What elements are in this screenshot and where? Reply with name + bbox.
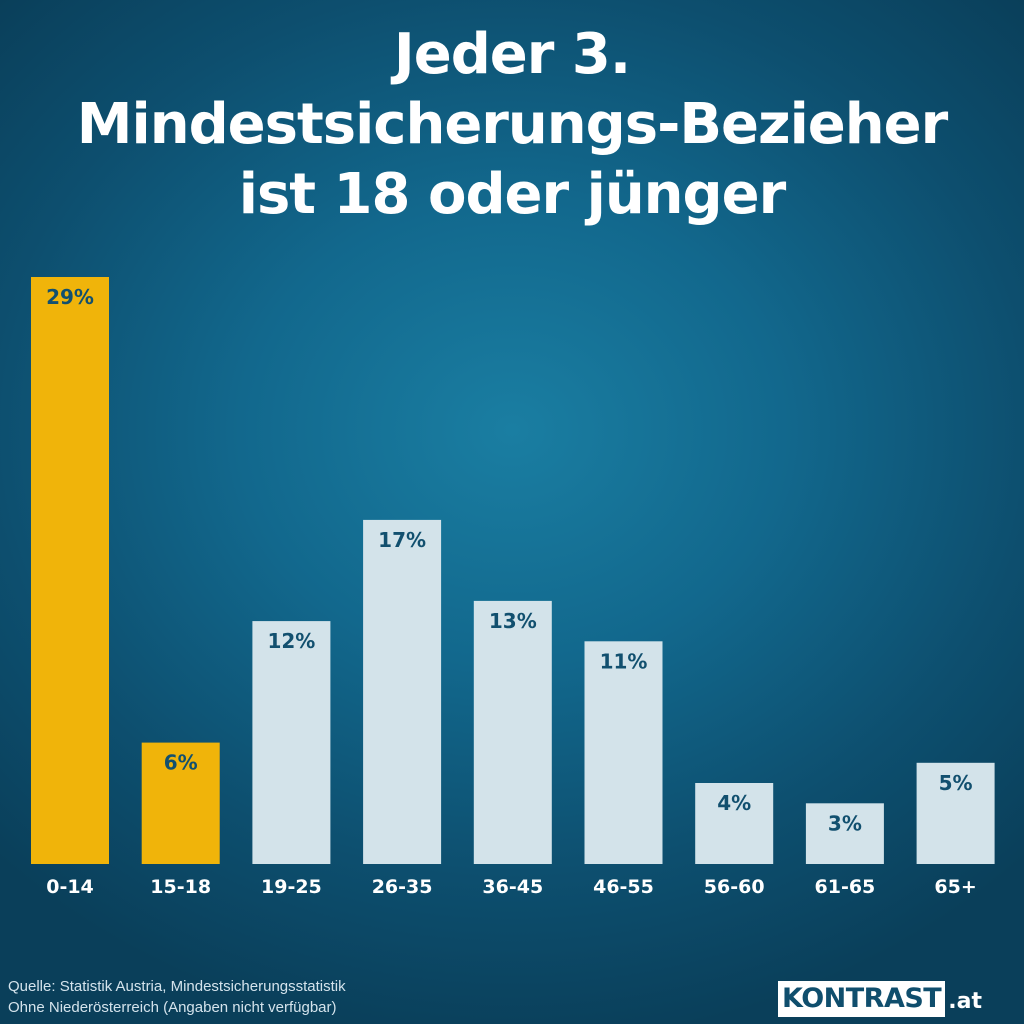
logo-main-text: KONTRAST: [778, 981, 946, 1017]
category-label-15-18: 15-18: [150, 876, 211, 898]
bar-value-label-0-14: 29%: [46, 285, 94, 309]
bar-value-label-19-25: 12%: [267, 629, 315, 653]
bar-value-label-65+: 5%: [939, 771, 973, 795]
title-line-1: Jeder 3.: [393, 22, 631, 87]
bar-26-35: [363, 519, 442, 864]
title-line-2: Mindestsicherungs-Bezieher: [76, 92, 948, 157]
bar-value-label-26-35: 17%: [378, 528, 426, 552]
category-label-46-55: 46-55: [593, 876, 654, 898]
bar-value-label-46-55: 11%: [600, 649, 648, 673]
category-label-65+: 65+: [934, 876, 976, 898]
bar-value-label-61-65: 3%: [828, 811, 862, 835]
bar-value-label-15-18: 6%: [164, 751, 198, 775]
logo-suffix-text: .at: [948, 989, 982, 1014]
bar-61-65: [805, 803, 884, 864]
bar-0-14: [31, 277, 109, 864]
bar-65+: [916, 762, 995, 864]
source-line-2: Ohne Niederösterreich (Angaben nicht ver…: [8, 999, 337, 1016]
bar-15-18: [141, 742, 220, 864]
category-label-56-60: 56-60: [704, 876, 765, 898]
bar-19-25: [252, 621, 331, 864]
category-label-61-65: 61-65: [815, 876, 876, 898]
kontrast-logo[interactable]: KONTRAST .at: [778, 981, 982, 1017]
category-label-0-14: 0-14: [46, 876, 94, 898]
bar-46-55: [584, 641, 663, 864]
title-line-3: ist 18 oder jünger: [238, 162, 786, 227]
source-note: Quelle: Statistik Austria, Mindestsicher…: [8, 976, 346, 1018]
source-line-1: Quelle: Statistik Austria, Mindestsicher…: [8, 978, 346, 995]
category-label-26-35: 26-35: [372, 876, 433, 898]
bar-36-45: [473, 600, 552, 864]
bar-value-label-36-45: 13%: [489, 609, 537, 633]
category-label-36-45: 36-45: [482, 876, 543, 898]
category-label-19-25: 19-25: [261, 876, 322, 898]
chart-title: Jeder 3. Mindestsicherungs-Bezieher ist …: [0, 20, 1024, 230]
bar-value-label-56-60: 4%: [717, 791, 751, 815]
bar-56-60: [695, 783, 774, 864]
